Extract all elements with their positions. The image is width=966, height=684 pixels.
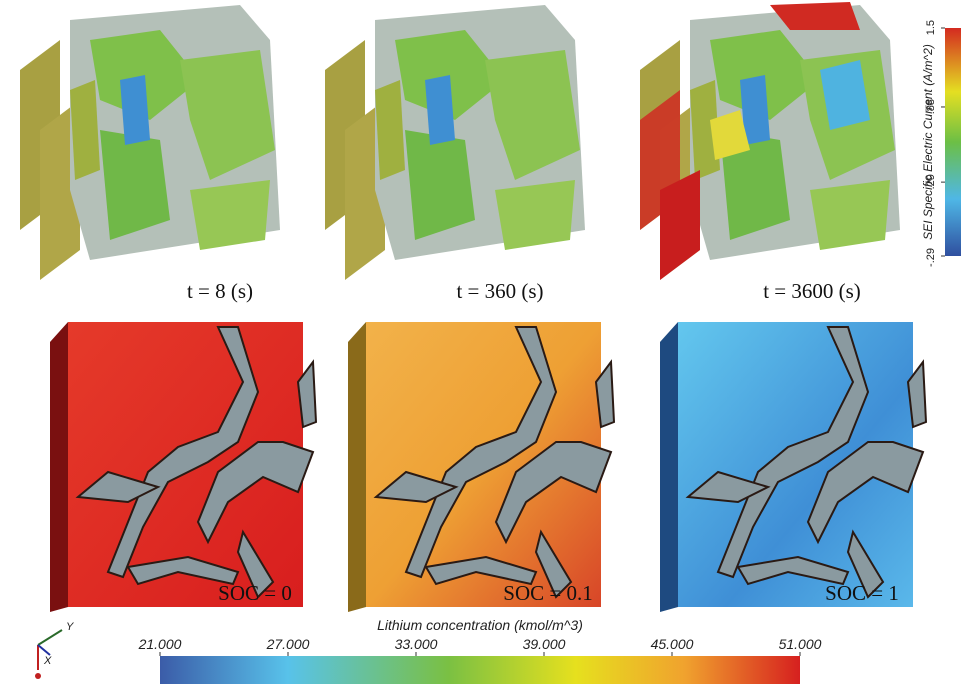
concentration-colorbar: Lithium concentration (kmol/m^3) 21.000 2… xyxy=(138,617,822,684)
tick-label: .29 xyxy=(925,174,937,189)
tick-label: .88 xyxy=(925,99,937,114)
tick-label: -.29 xyxy=(925,248,937,267)
current-colorbar: SEI Specific Electric Current (A/m^2) 1.… xyxy=(921,20,961,267)
rendering xyxy=(660,322,927,612)
colorbar xyxy=(160,656,800,684)
bottom-panels: SOC = 0 SOC = 0.1 SOC = 1 xyxy=(50,322,927,612)
colorbar-title: SEI Specific Electric Current (A/m^2) xyxy=(921,44,935,240)
colorbar-title: Lithium concentration (kmol/m^3) xyxy=(377,617,583,633)
axes-triad: Y X xyxy=(35,621,74,679)
panel-label: t = 8 (s) xyxy=(187,279,253,303)
top-panels: t = 8 (s) t = 360 (s) t = 3600 (s) xyxy=(20,2,900,303)
rendering xyxy=(348,322,615,612)
rendering xyxy=(50,322,317,612)
axis-label: Y xyxy=(66,621,74,633)
tick-label: 33.000 xyxy=(395,636,438,652)
tick-label: 39.000 xyxy=(523,636,566,652)
rendering xyxy=(325,5,585,280)
colorbar xyxy=(945,28,961,256)
tick-label: 21.000 xyxy=(138,636,182,652)
axis-label: X xyxy=(43,655,52,667)
tick-label: 27.000 xyxy=(266,636,310,652)
tick-label: 1.5 xyxy=(925,20,937,35)
panel-label: SOC = 0 xyxy=(218,581,292,605)
panel-label: t = 3600 (s) xyxy=(763,279,861,303)
panel-label: SOC = 0.1 xyxy=(503,581,592,605)
panel-label: t = 360 (s) xyxy=(456,279,543,303)
rendering xyxy=(20,5,280,280)
tick-label: 51.000 xyxy=(779,636,822,652)
rendering xyxy=(640,2,900,280)
tick-label: 45.000 xyxy=(651,636,694,652)
panel-label: SOC = 1 xyxy=(825,581,899,605)
